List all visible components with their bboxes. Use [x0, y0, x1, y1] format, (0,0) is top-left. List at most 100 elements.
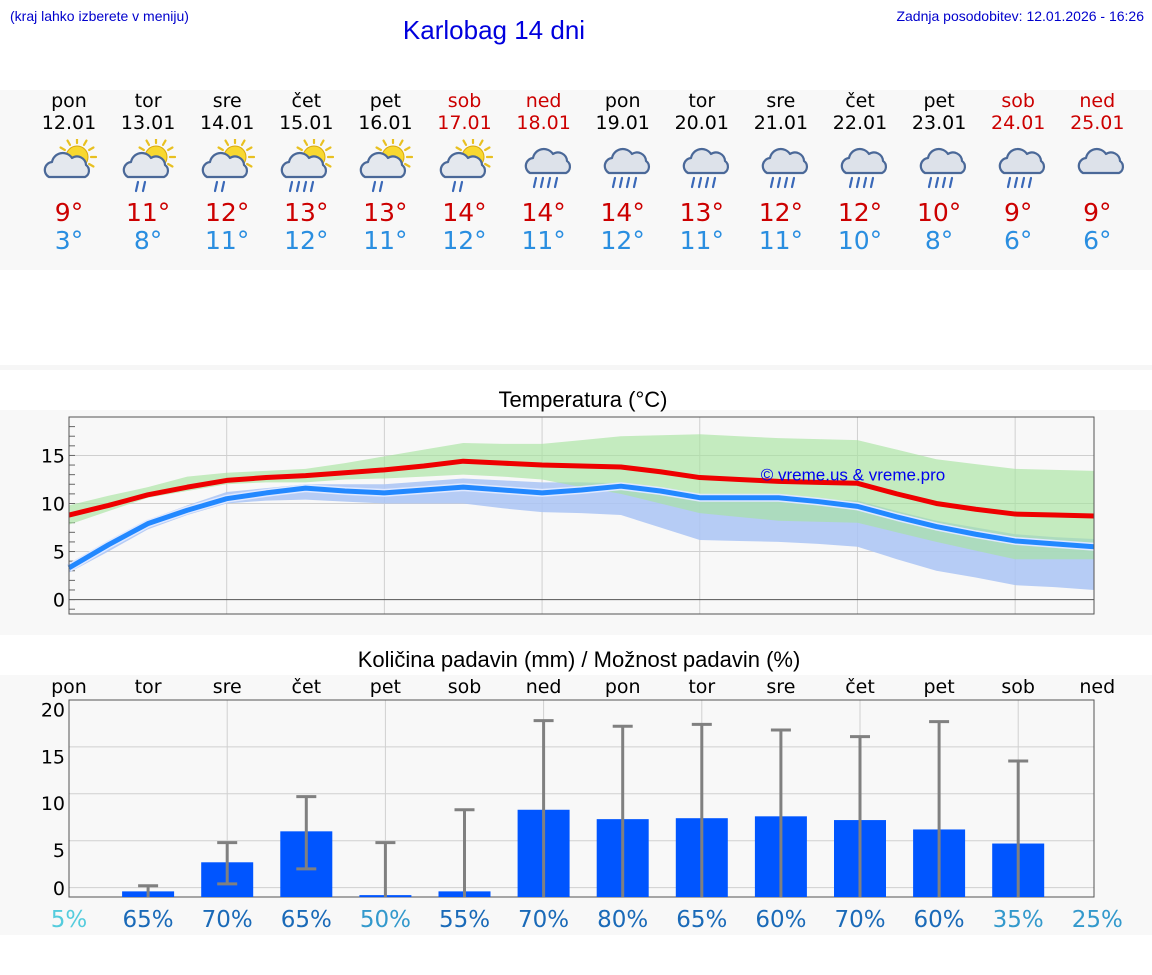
- temperature-plot-frame: [68, 416, 1095, 615]
- cloud-heavy-rain-icon: [741, 134, 821, 199]
- min-temp: 6°: [1003, 226, 1033, 255]
- sun-cloud-rain-icon: [425, 134, 505, 199]
- min-temp: 6°: [1083, 226, 1112, 255]
- min-temp: 11°: [363, 226, 408, 255]
- y-tick-label: 15: [41, 445, 65, 467]
- day-date: 24.01: [990, 112, 1046, 134]
- cloud-heavy-rain-icon: [978, 134, 1058, 199]
- day-date: 12.01: [41, 112, 97, 134]
- precipitation-chance-label: 65%: [281, 907, 332, 933]
- day-name: pon: [604, 90, 641, 112]
- day-date: 23.01: [911, 112, 967, 134]
- day-column: sob 17.01 14° 12°: [425, 90, 505, 255]
- temperature-chart: 0 5 10 15 © vreme.us & vreme.pro: [41, 416, 1095, 615]
- precipitation-chart-title: Količina padavin (mm) / Možnost padavin …: [357, 647, 801, 672]
- copyright-watermark: © vreme.us & vreme.pro: [761, 465, 945, 484]
- min-temp: 11°: [521, 226, 566, 255]
- day-column: ned 25.01 9° 6°: [1057, 90, 1137, 255]
- precipitation-chance-label: 70%: [518, 907, 569, 933]
- precipitation-chance-label: 60%: [755, 907, 806, 933]
- sun-cloud-rain-icon: [345, 134, 425, 199]
- divider: [0, 365, 1152, 370]
- min-temp: 11°: [758, 226, 804, 255]
- day-date: 16.01: [358, 112, 413, 134]
- x-category-label: tor: [688, 676, 715, 698]
- x-category-label: sre: [766, 676, 795, 698]
- max-temp: 11°: [125, 198, 171, 227]
- x-category-label: pet: [370, 676, 401, 698]
- sun-cloud-rain-icon: [187, 134, 267, 199]
- day-date: 13.01: [120, 112, 176, 134]
- sun-cloud-icon: [29, 134, 109, 199]
- temperature-chart-title: Temperatura (°C): [498, 387, 668, 412]
- max-temp: 13°: [363, 198, 408, 227]
- day-name: pon: [51, 90, 87, 112]
- cloud-heavy-rain-icon: [504, 134, 584, 199]
- day-date: 14.01: [199, 112, 255, 134]
- precipitation-chance-label: 70%: [202, 907, 253, 933]
- max-temp-range-band: [69, 434, 1094, 560]
- min-temp-line: [67, 483, 1095, 571]
- day-date: 15.01: [279, 112, 334, 134]
- sun-cloud-rain-icon: [108, 134, 188, 199]
- day-column: sob 24.01 9° 6°: [978, 90, 1058, 255]
- cloud-heavy-rain-icon: [662, 134, 742, 199]
- day-name: sre: [766, 90, 796, 112]
- cloud-icon: [1057, 134, 1137, 199]
- precipitation-chance-label: 60%: [914, 907, 965, 933]
- day-date: 17.01: [437, 112, 492, 134]
- min-temp: 11°: [205, 226, 250, 255]
- day-column: čet 15.01 13° 12°: [266, 90, 346, 255]
- day-column: sre 21.01 12° 11°: [741, 90, 821, 255]
- day-name: sob: [1001, 90, 1035, 112]
- precipitation-chance-label: 80%: [597, 907, 648, 933]
- y-tick-label: 0: [53, 590, 65, 612]
- location-hint-link[interactable]: (kraj lahko izberete v meniju): [10, 8, 189, 24]
- max-temp: 9°: [54, 198, 84, 227]
- precipitation-chance-label: 70%: [834, 907, 885, 933]
- precipitation-plot-frame: [68, 699, 1095, 898]
- day-column: pet 23.01 10° 8°: [899, 90, 979, 255]
- precipitation-chance-label: 65%: [676, 907, 727, 933]
- max-temp: 13°: [679, 198, 724, 227]
- day-date: 20.01: [674, 112, 729, 134]
- y-tick-label: 20: [41, 699, 65, 721]
- x-category-label: tor: [135, 676, 162, 698]
- day-column: pet 16.01 13° 11°: [345, 90, 425, 255]
- min-temp: 12°: [284, 226, 329, 255]
- y-tick-label: 0: [53, 878, 65, 900]
- precipitation-chance-label: 55%: [439, 907, 490, 933]
- max-temp: 13°: [284, 198, 329, 227]
- day-name: ned: [1079, 90, 1116, 112]
- day-date: 21.01: [753, 112, 809, 134]
- max-temp: 10°: [916, 198, 962, 227]
- precipitation-chance-label: 5%: [51, 907, 88, 933]
- day-column: ned 18.01 14° 11°: [504, 90, 584, 255]
- precipitation-chance-label: 50%: [360, 907, 411, 933]
- max-temp-line: [68, 458, 1095, 519]
- day-name: sre: [212, 90, 242, 112]
- max-temp: 14°: [442, 198, 487, 227]
- y-tick-label: 5: [53, 840, 65, 862]
- day-column: tor 13.01 11° 8°: [108, 90, 188, 255]
- y-tick-label: 10: [41, 493, 65, 515]
- x-category-label: čet: [292, 676, 322, 698]
- min-temp: 12°: [600, 226, 645, 255]
- precipitation-chance-label: 35%: [993, 907, 1044, 933]
- day-name: tor: [688, 90, 716, 112]
- max-temp: 12°: [758, 198, 804, 227]
- day-date: 22.01: [832, 112, 888, 134]
- day-name: sob: [447, 90, 482, 112]
- x-category-label: čet: [845, 676, 875, 698]
- min-temp: 10°: [837, 226, 883, 255]
- day-date: 18.01: [516, 112, 571, 134]
- day-name: ned: [525, 90, 562, 112]
- day-date: 25.01: [1070, 112, 1125, 134]
- day-name: pet: [369, 90, 401, 112]
- day-column: tor 20.01 13° 11°: [662, 90, 742, 255]
- day-name: tor: [134, 90, 162, 112]
- sun-cloud-heavy-rain-icon: [266, 134, 346, 199]
- max-temp: 12°: [837, 198, 883, 227]
